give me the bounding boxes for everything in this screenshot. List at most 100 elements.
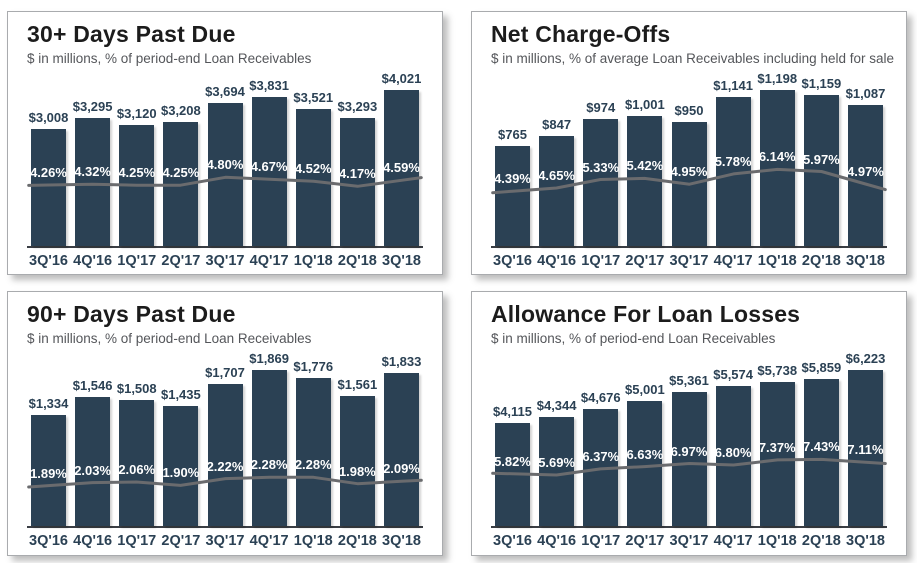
bar-pct-label: 2.28% (294, 457, 332, 473)
x-axis-label: 2Q'18 (337, 533, 377, 549)
bar-pct-label: 4.25% (162, 165, 200, 181)
bar (495, 146, 530, 246)
bar (207, 383, 243, 526)
x-axis-label: 3Q'18 (846, 253, 885, 269)
bar-value-label: $765 (498, 127, 527, 143)
bar-pct-label: 4.80% (206, 157, 244, 173)
x-axis-label: 1Q'17 (117, 533, 157, 549)
bar-pct-label: 4.65% (538, 168, 576, 183)
bar-pct-label: 1.89% (30, 465, 67, 481)
bar (251, 370, 287, 526)
x-axis-label: 2Q'18 (337, 253, 377, 269)
bar-pct-label: 4.17% (338, 166, 376, 182)
bar-chart: $765 4.39% $847 4.65% $974 5.33% $1,001 5.42% $9… (491, 70, 887, 269)
bar-pct-label: 4.26% (30, 165, 67, 180)
bar-value-label: $1,707 (205, 364, 245, 380)
x-axis-labels: 3Q'16 4Q'16 1Q'17 2Q'17 3Q'17 4Q'17 1Q'18 2Q'18… (27, 533, 423, 549)
bar-column: $3,295 4.32% (71, 70, 114, 246)
bar-pct-label: 4.39% (494, 171, 531, 187)
bar-column: $1,435 1.90% (159, 350, 202, 526)
bar-value-label: $1,141 (713, 78, 753, 94)
bar (339, 118, 375, 246)
bar-value-label: $4,115 (492, 403, 533, 419)
bar (384, 90, 419, 246)
bar (384, 373, 419, 526)
bar-value-label: $3,120 (116, 106, 157, 121)
bar (119, 400, 155, 526)
x-axis-label: 2Q'17 (625, 533, 665, 549)
bar-column: $3,008 4.26% (27, 70, 70, 246)
bar (163, 406, 199, 526)
bar-column: $5,859 7.43% (800, 350, 843, 526)
bar (539, 135, 575, 246)
bar (31, 414, 66, 526)
bar (627, 115, 663, 246)
bar-value-label: $1,561 (337, 376, 378, 392)
x-axis-label: 3Q'18 (382, 533, 421, 549)
bar-pct-label: 2.06% (118, 462, 156, 477)
bar-column: $5,738 7.37% (756, 350, 799, 526)
bar-pct-label: 7.37% (758, 439, 796, 455)
bar-column: $847 4.65% (535, 70, 578, 246)
x-axis-label: 2Q'17 (625, 253, 665, 269)
bar-pct-label: 4.32% (74, 164, 112, 180)
bar-pct-label: 6.37% (582, 448, 620, 464)
bar-value-label: $1,198 (757, 71, 798, 86)
bar (627, 400, 663, 526)
bar-pct-label: 4.52% (294, 161, 332, 177)
bar-value-label: $1,435 (160, 387, 201, 403)
x-axis-label: 3Q'17 (205, 253, 245, 269)
bar (339, 395, 375, 526)
x-axis-label: 4Q'17 (249, 533, 289, 549)
bar-column: $1,141 5.78% (712, 70, 755, 246)
bar-pct-label: 5.78% (714, 153, 752, 169)
bar-pct-label: 6.14% (758, 149, 796, 165)
bar-value-label: $4,021 (381, 71, 422, 86)
x-axis-labels: 3Q'16 4Q'16 1Q'17 2Q'17 3Q'17 4Q'17 1Q'18 2Q'18… (27, 253, 423, 269)
bar-chart: $3,008 4.26% $3,295 4.32% $3,120 4.25% $3,208 4… (27, 70, 423, 269)
bar-value-label: $1,001 (624, 96, 665, 112)
plot-area: $4,115 5.82% $4,344 5.69% $4,676 6.37% $5,001 6… (491, 350, 887, 528)
bar-column: $3,831 4.67% (248, 70, 291, 246)
bar-value-label: $3,293 (337, 99, 378, 115)
bar-pct-label: 6.63% (626, 446, 664, 462)
x-axis-label: 1Q'17 (117, 253, 157, 269)
x-axis-label: 4Q'17 (713, 253, 753, 269)
x-axis-label: 3Q'17 (669, 253, 709, 269)
plot-area: $1,334 1.89% $1,546 2.03% $1,508 2.06% $1,435 1… (27, 350, 423, 528)
bar-value-label: $1,546 (72, 378, 113, 393)
bar-value-label: $3,208 (160, 102, 201, 118)
bar-column: $974 5.33% (579, 70, 622, 246)
bar-value-label: $1,334 (28, 395, 69, 411)
bar-value-label: $5,738 (757, 363, 798, 379)
bar (671, 391, 707, 526)
bar (803, 379, 839, 526)
bar (295, 377, 331, 526)
bar-value-label: $3,521 (293, 90, 334, 106)
x-axis-label: 3Q'17 (669, 533, 709, 549)
bar-pct-label: 7.11% (847, 442, 884, 458)
bar-value-label: $1,087 (845, 85, 886, 101)
bar (803, 95, 839, 246)
bar-pct-label: 5.97% (802, 151, 840, 167)
bar-column: $3,208 4.25% (159, 70, 202, 246)
bar-pct-label: 1.90% (162, 465, 200, 481)
chart-grid: 30+ Days Past Due $ in millions, % of pe… (7, 11, 907, 556)
bar-pct-label: 1.98% (338, 463, 376, 479)
bar (163, 121, 199, 246)
bar-pct-label: 6.97% (670, 443, 708, 459)
bar-value-label: $3,008 (28, 110, 69, 126)
bar-pct-label: 7.43% (802, 439, 840, 455)
bar-column: $1,869 2.28% (248, 350, 291, 526)
bar (207, 102, 243, 246)
chart-panel-allowance-for-loan-losses: Allowance For Loan Losses $ in millions,… (471, 291, 907, 556)
plot-area: $3,008 4.26% $3,295 4.32% $3,120 4.25% $3,208 4… (27, 70, 423, 248)
x-axis-labels: 3Q'16 4Q'16 1Q'17 2Q'17 3Q'17 4Q'17 1Q'18 2Q'18… (491, 253, 887, 269)
bar-value-label: $1,833 (381, 354, 422, 369)
bar-pct-label: 2.03% (74, 462, 112, 478)
x-axis-label: 1Q'17 (581, 253, 621, 269)
x-axis-label: 1Q'18 (757, 533, 797, 549)
bar-column: $1,087 4.97% (844, 70, 887, 246)
bar (583, 408, 619, 526)
